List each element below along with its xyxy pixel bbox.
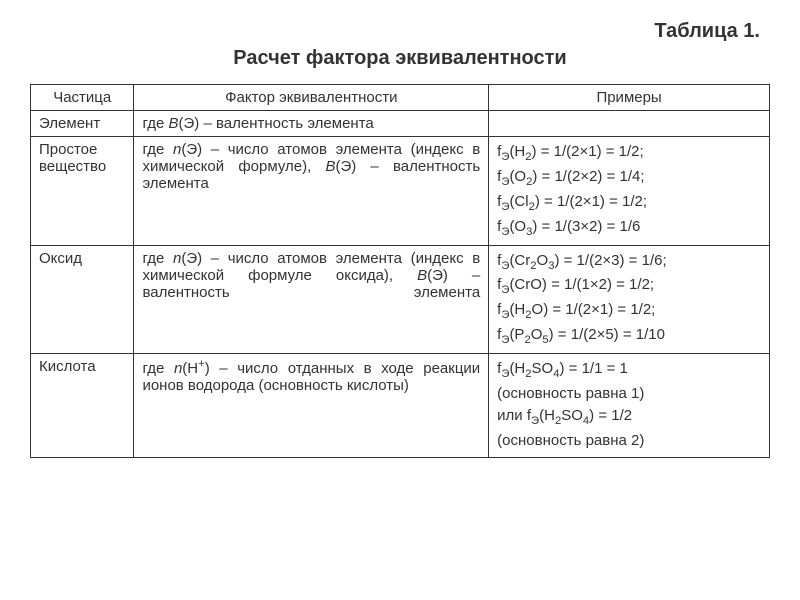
header-particle: Частица (31, 85, 134, 111)
factor-cell: где n(H+) – число отданных в ходе реакци… (134, 354, 489, 458)
example-line: fЭ(H2O) = 1/(2×1) = 1/2; (497, 299, 761, 324)
factor-cell: где n(Э) – число атомов элемента (индекс… (134, 245, 489, 354)
example-line: (основность равна 1) (497, 383, 761, 406)
example-line: fЭ(O3) = 1/(3×2) = 1/6 (497, 216, 761, 241)
examples-cell: fЭ(Cr2O3) = 1/(2×3) = 1/6;fЭ(CrO) = 1/(1… (489, 245, 770, 354)
table-row-element: Элемент где В(Э) – валентность элемента (31, 111, 770, 137)
header-examples: Примеры (489, 85, 770, 111)
example-line: fЭ(O2) = 1/(2×2) = 1/4; (497, 166, 761, 191)
example-line: fЭ(H2) = 1/(2×1) = 1/2; (497, 141, 761, 166)
particle-cell: Элемент (31, 111, 134, 137)
particle-cell: Кислота (31, 354, 134, 458)
table-number-label: Таблица 1. (30, 20, 770, 43)
example-line: fЭ(Cl2) = 1/(2×1) = 1/2; (497, 191, 761, 216)
examples-cell (489, 111, 770, 137)
table-row-simple: Простое вещество где n(Э) – число атомов… (31, 137, 770, 246)
particle-cell: Оксид (31, 245, 134, 354)
example-line: или fЭ(H2SO4) = 1/2 (497, 405, 761, 430)
table-row-oxide: Оксид где n(Э) – число атомов элемента (… (31, 245, 770, 354)
example-line: fЭ(H2SO4) = 1/1 = 1 (497, 358, 761, 383)
example-line: fЭ(CrO) = 1/(1×2) = 1/2; (497, 274, 761, 299)
header-factor: Фактор эквивалентности (134, 85, 489, 111)
examples-cell: fЭ(H2) = 1/(2×1) = 1/2;fЭ(O2) = 1/(2×2) … (489, 137, 770, 246)
examples-cell: fЭ(H2SO4) = 1/1 = 1(основность равна 1)и… (489, 354, 770, 458)
page-title: Расчет фактора эквивалентности (30, 47, 770, 70)
example-line: (основность равна 2) (497, 430, 761, 453)
example-line: fЭ(Cr2O3) = 1/(2×3) = 1/6; (497, 250, 761, 275)
factor-cell: где n(Э) – число атомов элемента (индекс… (134, 137, 489, 246)
particle-cell: Простое вещество (31, 137, 134, 246)
example-line: fЭ(P2O5) = 1/(2×5) = 1/10 (497, 324, 761, 349)
table-row-acid: Кислота где n(H+) – число отданных в ход… (31, 354, 770, 458)
equivalence-table: Частица Фактор эквивалентности Примеры Э… (30, 84, 770, 458)
header-row: Частица Фактор эквивалентности Примеры (31, 85, 770, 111)
factor-cell: где В(Э) – валентность элемента (134, 111, 489, 137)
